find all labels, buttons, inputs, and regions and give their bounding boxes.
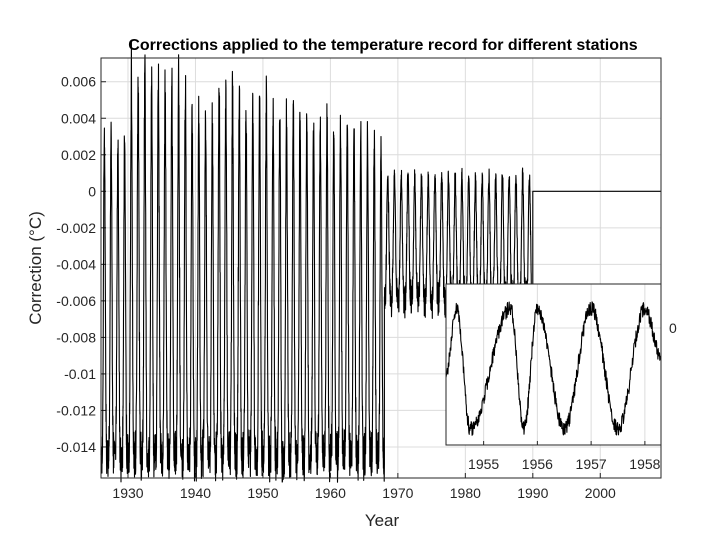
inset-plot-area: [445, 283, 662, 446]
x-tick-label: 2000: [585, 485, 616, 501]
x-tick-label: 1990: [517, 485, 548, 501]
inset-y-tick-label: 0: [669, 320, 677, 336]
x-tick-label: 1930: [112, 485, 143, 501]
inset-x-tick-labels: 1955 1956 1957 1958: [468, 456, 661, 472]
y-tick-label: 0.004: [61, 110, 96, 126]
inset-series: [445, 301, 662, 436]
inset-chart: 1955 1956 1957 1958 0: [445, 283, 677, 472]
inset-x-tick-label: 1955: [468, 456, 499, 472]
y-axis-label: Correction (°C): [26, 211, 45, 325]
inset-x-tick-label: 1958: [629, 456, 660, 472]
y-tick-label: -0.008: [56, 329, 96, 345]
inset-x-tick-label: 1957: [576, 456, 607, 472]
y-tick-label: -0.012: [56, 402, 96, 418]
chart-title: Corrections applied to the temperature r…: [128, 37, 638, 54]
inset-series-line: [445, 301, 662, 436]
series-line: [100, 41, 661, 483]
inset-x-tick-label: 1956: [522, 456, 553, 472]
y-tick-label: -0.004: [56, 256, 96, 272]
x-tick-label: 1940: [180, 485, 211, 501]
x-tick-label: 1980: [450, 485, 481, 501]
inset-background: [446, 284, 661, 445]
x-axis-label: Year: [365, 511, 400, 530]
main-plot-area: [100, 57, 662, 479]
y-tick-label: 0: [88, 183, 96, 199]
x-tick-label: 1950: [247, 485, 278, 501]
y-tick-label: 0.006: [61, 74, 96, 90]
y-tick-label: -0.01: [64, 366, 96, 382]
y-tick-label: -0.002: [56, 220, 96, 236]
x-tick-label: 1960: [315, 485, 346, 501]
main-series: [100, 41, 661, 483]
inset-y-tick-labels: 0: [669, 320, 677, 336]
y-tick-label: -0.006: [56, 293, 96, 309]
y-tick-label: -0.014: [56, 439, 96, 455]
main-y-tick-labels: 0.006 0.004 0.002 0 -0.002 -0.004 -0.006 -0.008…: [56, 74, 96, 455]
main-x-tick-labels: 1930 1940 1950 1960 1970 1980 1990 2000: [112, 485, 616, 501]
y-tick-label: 0.002: [61, 147, 96, 163]
x-tick-label: 1970: [382, 485, 413, 501]
